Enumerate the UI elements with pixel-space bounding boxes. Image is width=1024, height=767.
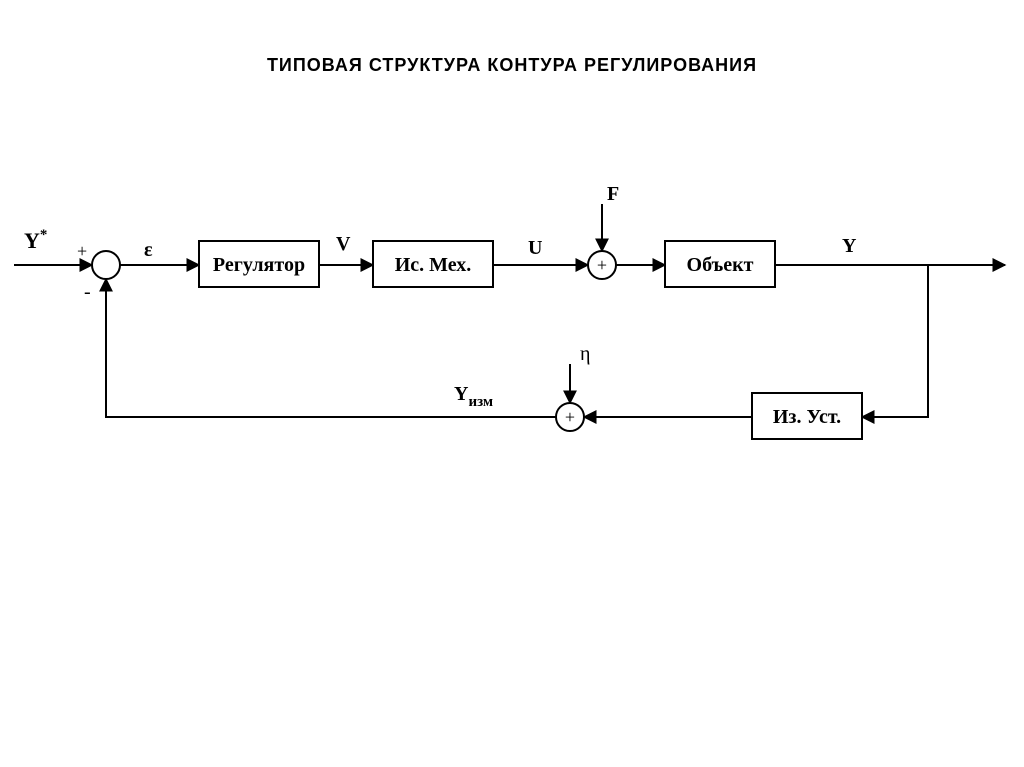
sum3-plus: + [565, 407, 575, 427]
sum1-junction [92, 251, 120, 279]
signal-Ystar: Y* [24, 227, 47, 253]
signal-eta: η [580, 343, 590, 365]
edge-obj-meas [862, 265, 928, 417]
signal-epsilon: ε [144, 239, 153, 261]
object-label: Объект [687, 254, 754, 276]
signal-V: V [336, 233, 351, 255]
sum1-plus: + [77, 241, 87, 261]
regulator-label: Регулятор [213, 254, 305, 276]
actuator-label: Ис. Мех. [395, 254, 472, 276]
signal-F: F [607, 183, 619, 205]
sum1-minus: - [84, 281, 91, 303]
sensor-label: Из. Уст. [773, 406, 841, 428]
control-loop-diagram: Регулятор Ис. Мех. Объект Из. Уст. + - +… [0, 0, 1024, 767]
signal-U: U [528, 237, 542, 259]
signal-Yizm: Yизм [454, 383, 493, 410]
sum2-plus: + [597, 255, 607, 275]
signal-Y: Y [842, 235, 857, 257]
